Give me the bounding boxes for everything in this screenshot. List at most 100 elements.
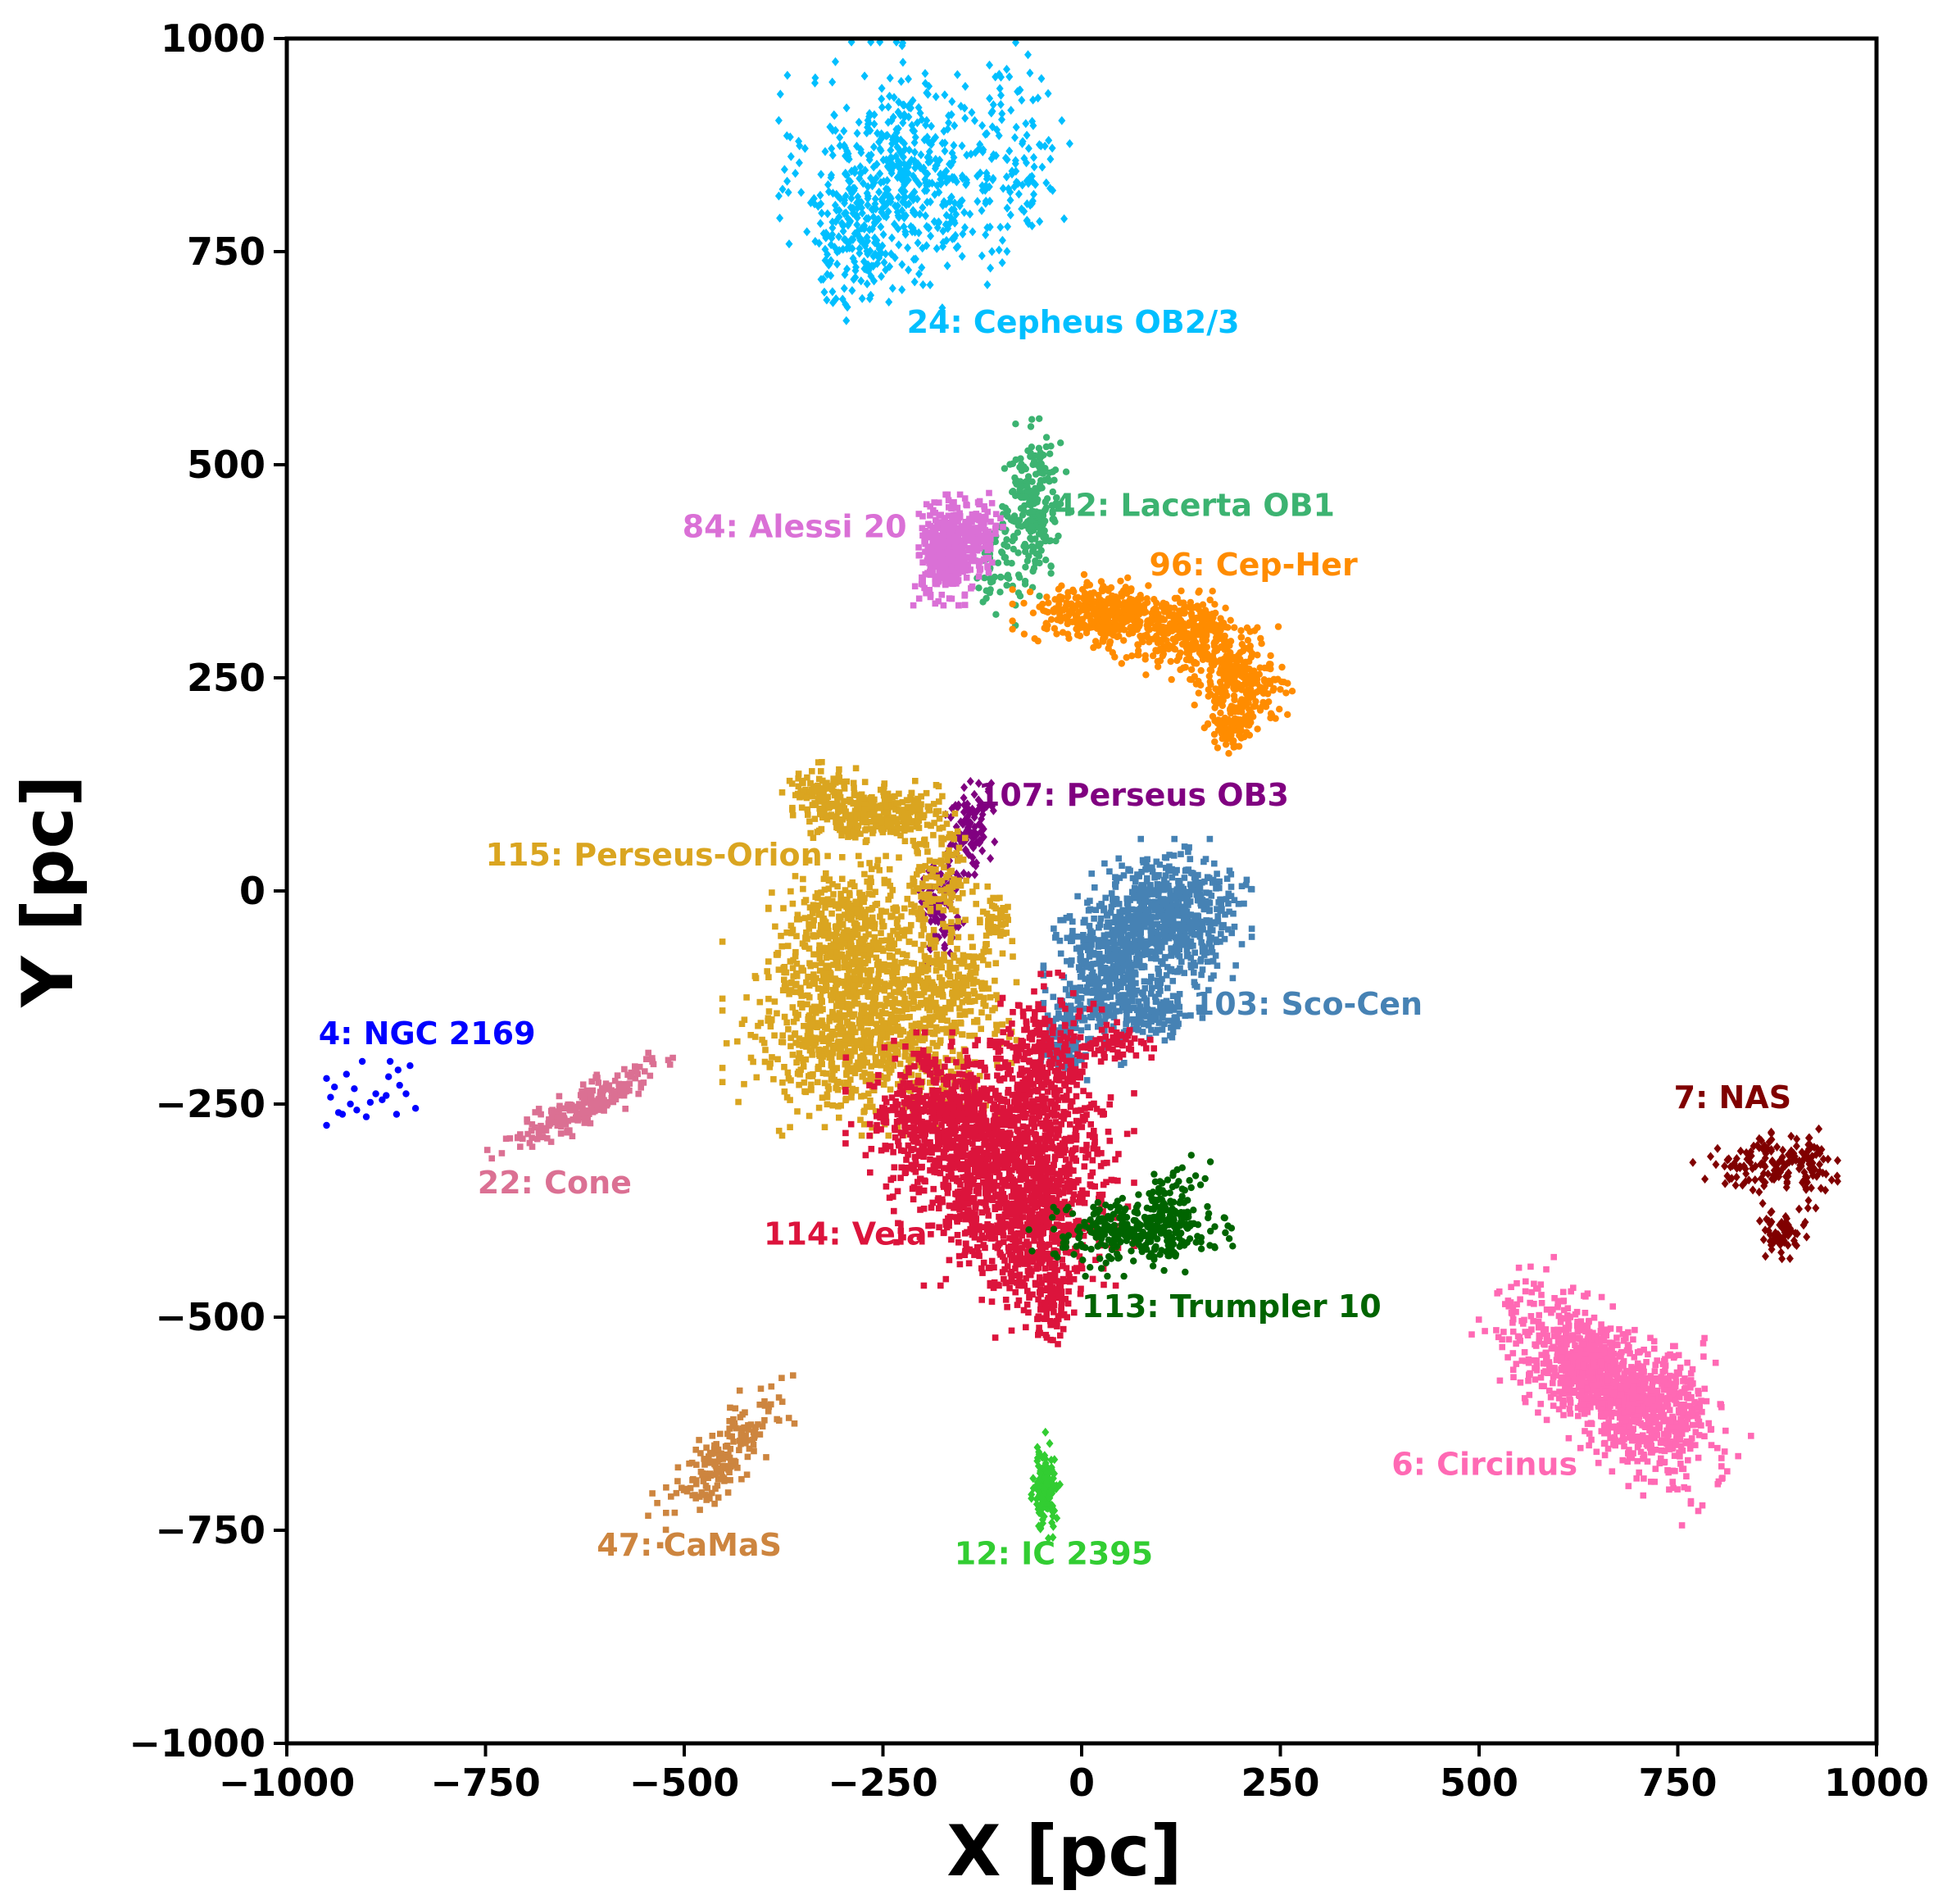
cluster-cepheus-point [827, 270, 835, 280]
cluster-cepheus-point [849, 208, 857, 218]
cluster-cepheus-point [857, 198, 865, 207]
cluster-cepher-point [1204, 720, 1212, 728]
cluster-perseusorion-point [886, 983, 892, 990]
cluster-perseusorion-point [1004, 913, 1010, 920]
cluster-perseusorion-point [760, 1039, 768, 1047]
cluster-cepher-point [1083, 607, 1091, 615]
cluster-perseusorion-point [962, 916, 969, 924]
cluster-cepher-point [1133, 602, 1141, 610]
cluster-perseusorion-point [890, 906, 896, 912]
cluster-cepheus-point [947, 192, 955, 202]
cluster-perseusorion-point [933, 858, 939, 866]
cluster-perseusorion-point [921, 952, 928, 960]
cluster-cepher-point [1278, 663, 1286, 671]
cluster-cepheus-point [831, 200, 839, 210]
cluster-perseusorion-point [846, 993, 853, 1000]
cluster-perseusorion-point [942, 811, 949, 818]
cluster-cepheus-point [878, 102, 886, 112]
cluster-perseusorion-point [980, 1000, 987, 1007]
cluster-cepheus-point [827, 240, 835, 250]
cluster-perseusorion-point [988, 902, 996, 909]
cluster-cepheus-point [904, 243, 912, 252]
cluster-alessi-point [992, 525, 999, 532]
cluster-perseusorion-point [836, 913, 842, 920]
cluster-alessi-point [931, 499, 937, 506]
cluster-cepher-point [1242, 680, 1250, 688]
cluster-perseusorion-point [895, 825, 902, 832]
cluster-cepher-point [1267, 714, 1274, 722]
cluster-cepheus-point [847, 193, 855, 203]
cluster-cepheus-point [989, 150, 997, 160]
cluster-perseusorion-point [929, 1016, 937, 1022]
cluster-alessi-point [976, 501, 983, 508]
cluster-perseusorion-point [747, 1054, 755, 1061]
cluster-cepheus-point [1014, 189, 1023, 199]
cluster-cepher-point [1143, 598, 1151, 607]
cluster-lacerta-point [1030, 457, 1038, 466]
cluster-perseusorion-point [908, 901, 914, 908]
cluster-perseusorion-point [787, 1097, 793, 1103]
cluster-perseusorion-point [947, 933, 955, 939]
cluster-cepheus-point [842, 208, 850, 218]
cluster-perseusorion-point [895, 800, 901, 807]
cluster-cepher-point [1009, 625, 1016, 633]
cluster-perseusorion-point [858, 1093, 865, 1100]
cluster-perseusorion-point [861, 870, 868, 878]
cluster-cepheus-point [873, 159, 881, 169]
cluster-alessi-point [964, 502, 970, 509]
cluster-cepheus-point [978, 251, 986, 261]
cluster-cepheus-point [982, 230, 990, 239]
cluster-lacerta-point [1024, 473, 1032, 480]
data-points-layer [323, 37, 1841, 1549]
cluster-perseusorion-point [795, 770, 802, 777]
cluster-cepher-point [1237, 627, 1245, 634]
cluster-persob3-point [991, 837, 999, 847]
cluster-perseusorion-point [784, 943, 792, 949]
cluster-perseusorion-point [958, 1020, 964, 1027]
cluster-alessi-point [940, 602, 947, 609]
cluster-cepheus-point [855, 243, 864, 253]
cluster-cepheus-point [837, 219, 846, 229]
cluster-cepheus-point [922, 120, 930, 130]
cluster-cepheus-point [995, 245, 1003, 255]
cluster-alessi-point [951, 524, 958, 531]
cluster-perseusorion-point [971, 990, 978, 997]
cluster-cepheus-point [853, 220, 861, 229]
cluster-cepheus-point [1011, 156, 1019, 166]
cluster-perseusorion-point [927, 907, 934, 915]
cluster-perseusorion-point [787, 1124, 793, 1130]
cluster-perseusorion-point [912, 977, 919, 984]
cluster-cepheus-point [841, 198, 848, 208]
cluster-cepher-point [1120, 606, 1128, 613]
cluster-cepheus-point [863, 247, 871, 256]
cluster-cepher-point [1159, 624, 1166, 631]
cluster-lacerta-point [1040, 534, 1047, 541]
cluster-lacerta-point [1027, 500, 1035, 508]
cluster-perseusorion-point [919, 983, 927, 990]
cluster-perseusorion-point [880, 1081, 887, 1088]
cluster-lacerta-point [1014, 517, 1022, 525]
cluster-cepheus-point [960, 103, 969, 113]
cluster-cepheus-point [842, 151, 850, 161]
cluster-perseusorion-point [862, 933, 869, 940]
cluster-perseusorion-point [889, 912, 896, 920]
cluster-perseusorion-point [767, 1060, 774, 1067]
cluster-cepheus-point [905, 74, 912, 84]
cluster-perseusorion-point [783, 1019, 790, 1026]
cluster-perseusorion-point [962, 834, 969, 842]
cluster-alessi-point [956, 525, 964, 532]
cluster-perseusorion-point [846, 966, 852, 973]
cluster-cepher-point [1260, 676, 1268, 684]
cluster-perseusorion-point [796, 1050, 803, 1057]
cluster-perseusorion-point [772, 923, 778, 930]
cluster-lacerta-point [1001, 465, 1009, 472]
cluster-lacerta-point [1006, 461, 1014, 468]
cluster-perseusorion-point [948, 867, 955, 875]
cluster-alessi-point [932, 600, 939, 607]
cluster-cepheus-point [783, 176, 792, 186]
cluster-cepheus-point [787, 152, 795, 161]
cluster-alessi-point [916, 552, 923, 558]
cluster-cepheus-point [940, 126, 948, 136]
cluster-cepheus-point [968, 107, 976, 117]
cluster-cepheus-point [898, 260, 906, 270]
